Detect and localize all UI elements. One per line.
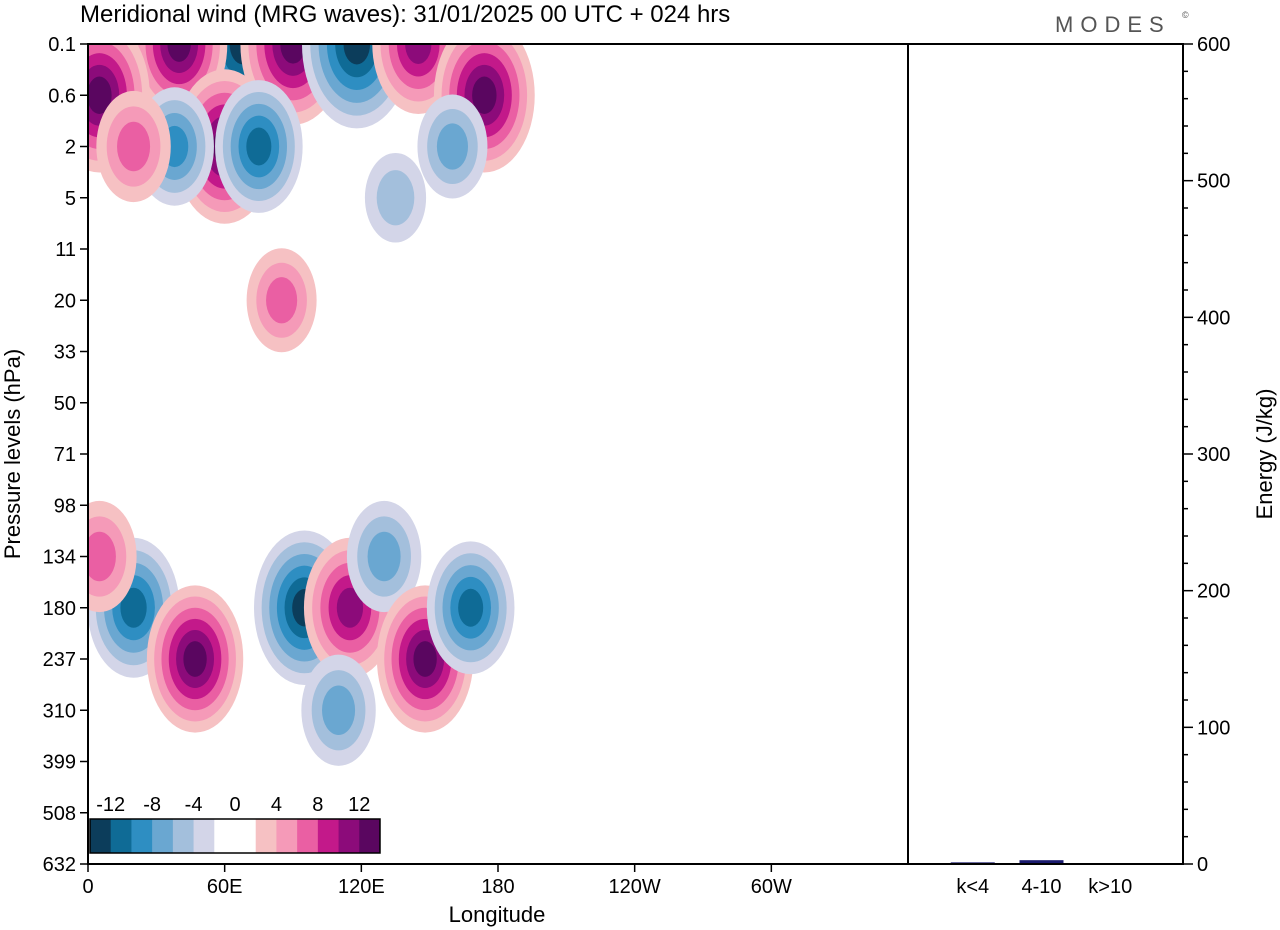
x-tick-label: 60W [751,876,792,898]
colorbar-swatch [297,819,319,853]
y-tick-label: 237 [43,649,76,671]
colorbar-label: 12 [348,794,370,816]
wind-contour-field [88,44,535,766]
contour-level [405,44,432,64]
contour-feature [246,248,317,353]
colorbar-swatch [317,819,340,853]
colorbar-swatch [131,819,153,853]
contour-feature [146,585,244,733]
y-tick-label: 20 [54,290,76,312]
contour-level [246,127,272,166]
colorbar-swatch [152,819,174,853]
colorbar: -12 -8 -4 0 4 8 12 [89,794,381,854]
colorbar-label: 8 [312,794,323,816]
copyright-mark: © [1182,10,1189,20]
contour-feature [346,500,422,613]
contour-level [322,685,356,735]
y-tick-label: 399 [43,752,76,774]
modes-logo: MODES © [1055,10,1189,37]
chart-title: Meridional wind (MRG waves): 31/01/2025 … [80,1,730,28]
y-tick-label: 98 [54,495,76,517]
energy-tick-label: 0 [1197,854,1208,876]
y-tick-label: 310 [43,700,76,722]
energy-tick-label: 100 [1197,717,1230,739]
y-tick-label: 0.6 [48,85,76,107]
y-tick-label: 71 [54,444,76,466]
contour-level [266,277,298,324]
contour-feature [96,90,171,203]
contour-feature [364,152,427,243]
colorbar-label: 0 [229,794,240,816]
y-axis-label: Pressure levels (hPa) [0,349,25,559]
colorbar-swatch [255,819,277,853]
y-tick-label: 5 [65,188,76,210]
contour-level [280,44,306,64]
contour-level [117,121,151,172]
contour-level [367,531,401,582]
contour-level [88,76,112,114]
y-tick-label: 180 [43,598,76,620]
colorbar-swatch [235,819,257,853]
y-tick-label: 134 [43,547,76,569]
x-tick-label: 120W [609,876,661,898]
contour-level [436,123,469,170]
energy-panel: 0 100 200 300 400 500 600 k<4 4-10 k>10 [950,34,1230,898]
contour-feature [426,541,515,675]
colorbar-swatch [214,819,236,853]
y-tick-label: 2 [65,137,76,159]
contour-level [120,587,147,628]
contour-feature [301,44,412,129]
y-axis: 0.1 0.6 2 5 11 20 33 50 71 98 134 180 237 310 399 508 63… [43,34,88,876]
colorbar-swatch [276,819,298,853]
contour-level [413,641,437,677]
colorbar-swatch [359,819,381,853]
colorbar-label: -12 [96,794,125,816]
energy-tick-label: 600 [1197,34,1230,56]
x-tick-label: 120E [338,876,385,898]
energy-tick-label: 500 [1197,171,1230,193]
x-axis-label: Longitude [449,902,546,927]
energy-tick-label: 300 [1197,444,1230,466]
contour-feature [417,94,488,199]
contour-feature [88,500,137,613]
contour-feature [215,80,303,213]
energy-tick-label: 200 [1197,581,1230,603]
modes-logo-text: MODES [1055,12,1171,37]
energy-category-label: k<4 [956,876,989,898]
colorbar-swatch [110,819,132,853]
contour-level [183,641,207,677]
energy-axis-label: Energy (J/kg) [1252,389,1277,520]
energy-bar [1019,860,1064,864]
contour-level [343,44,371,65]
energy-category-label: k>10 [1088,876,1132,898]
contour-level [458,588,484,627]
energy-category-label: 4-10 [1021,876,1061,898]
y-tick-label: 0.1 [48,34,76,56]
y-tick-label: 33 [54,342,76,364]
colorbar-label: -4 [185,794,203,816]
colorbar-swatch [193,819,215,853]
y-tick-label: 11 [55,239,76,261]
colorbar-swatch [172,819,195,853]
y-tick-label: 50 [54,393,76,415]
contour-level [88,531,116,582]
x-axis: 0 60E 120E 180 120W 60W [82,864,792,898]
energy-frame [907,43,1184,865]
colorbar-label: 4 [271,794,282,816]
x-tick-label: 60E [207,876,243,898]
contour-feature [301,654,376,766]
x-tick-label: 0 [82,876,93,898]
contour-level [167,44,191,62]
colorbar-swatch [338,819,360,853]
contour-level [336,587,364,628]
colorbar-label: -8 [143,794,161,816]
y-tick-label: 508 [43,803,76,825]
y-tick-label: 632 [43,854,76,876]
contour-level [472,76,497,114]
contour-level [376,170,415,226]
x-tick-label: 180 [481,876,514,898]
energy-tick-label: 400 [1197,307,1230,329]
colorbar-swatch [90,819,112,853]
